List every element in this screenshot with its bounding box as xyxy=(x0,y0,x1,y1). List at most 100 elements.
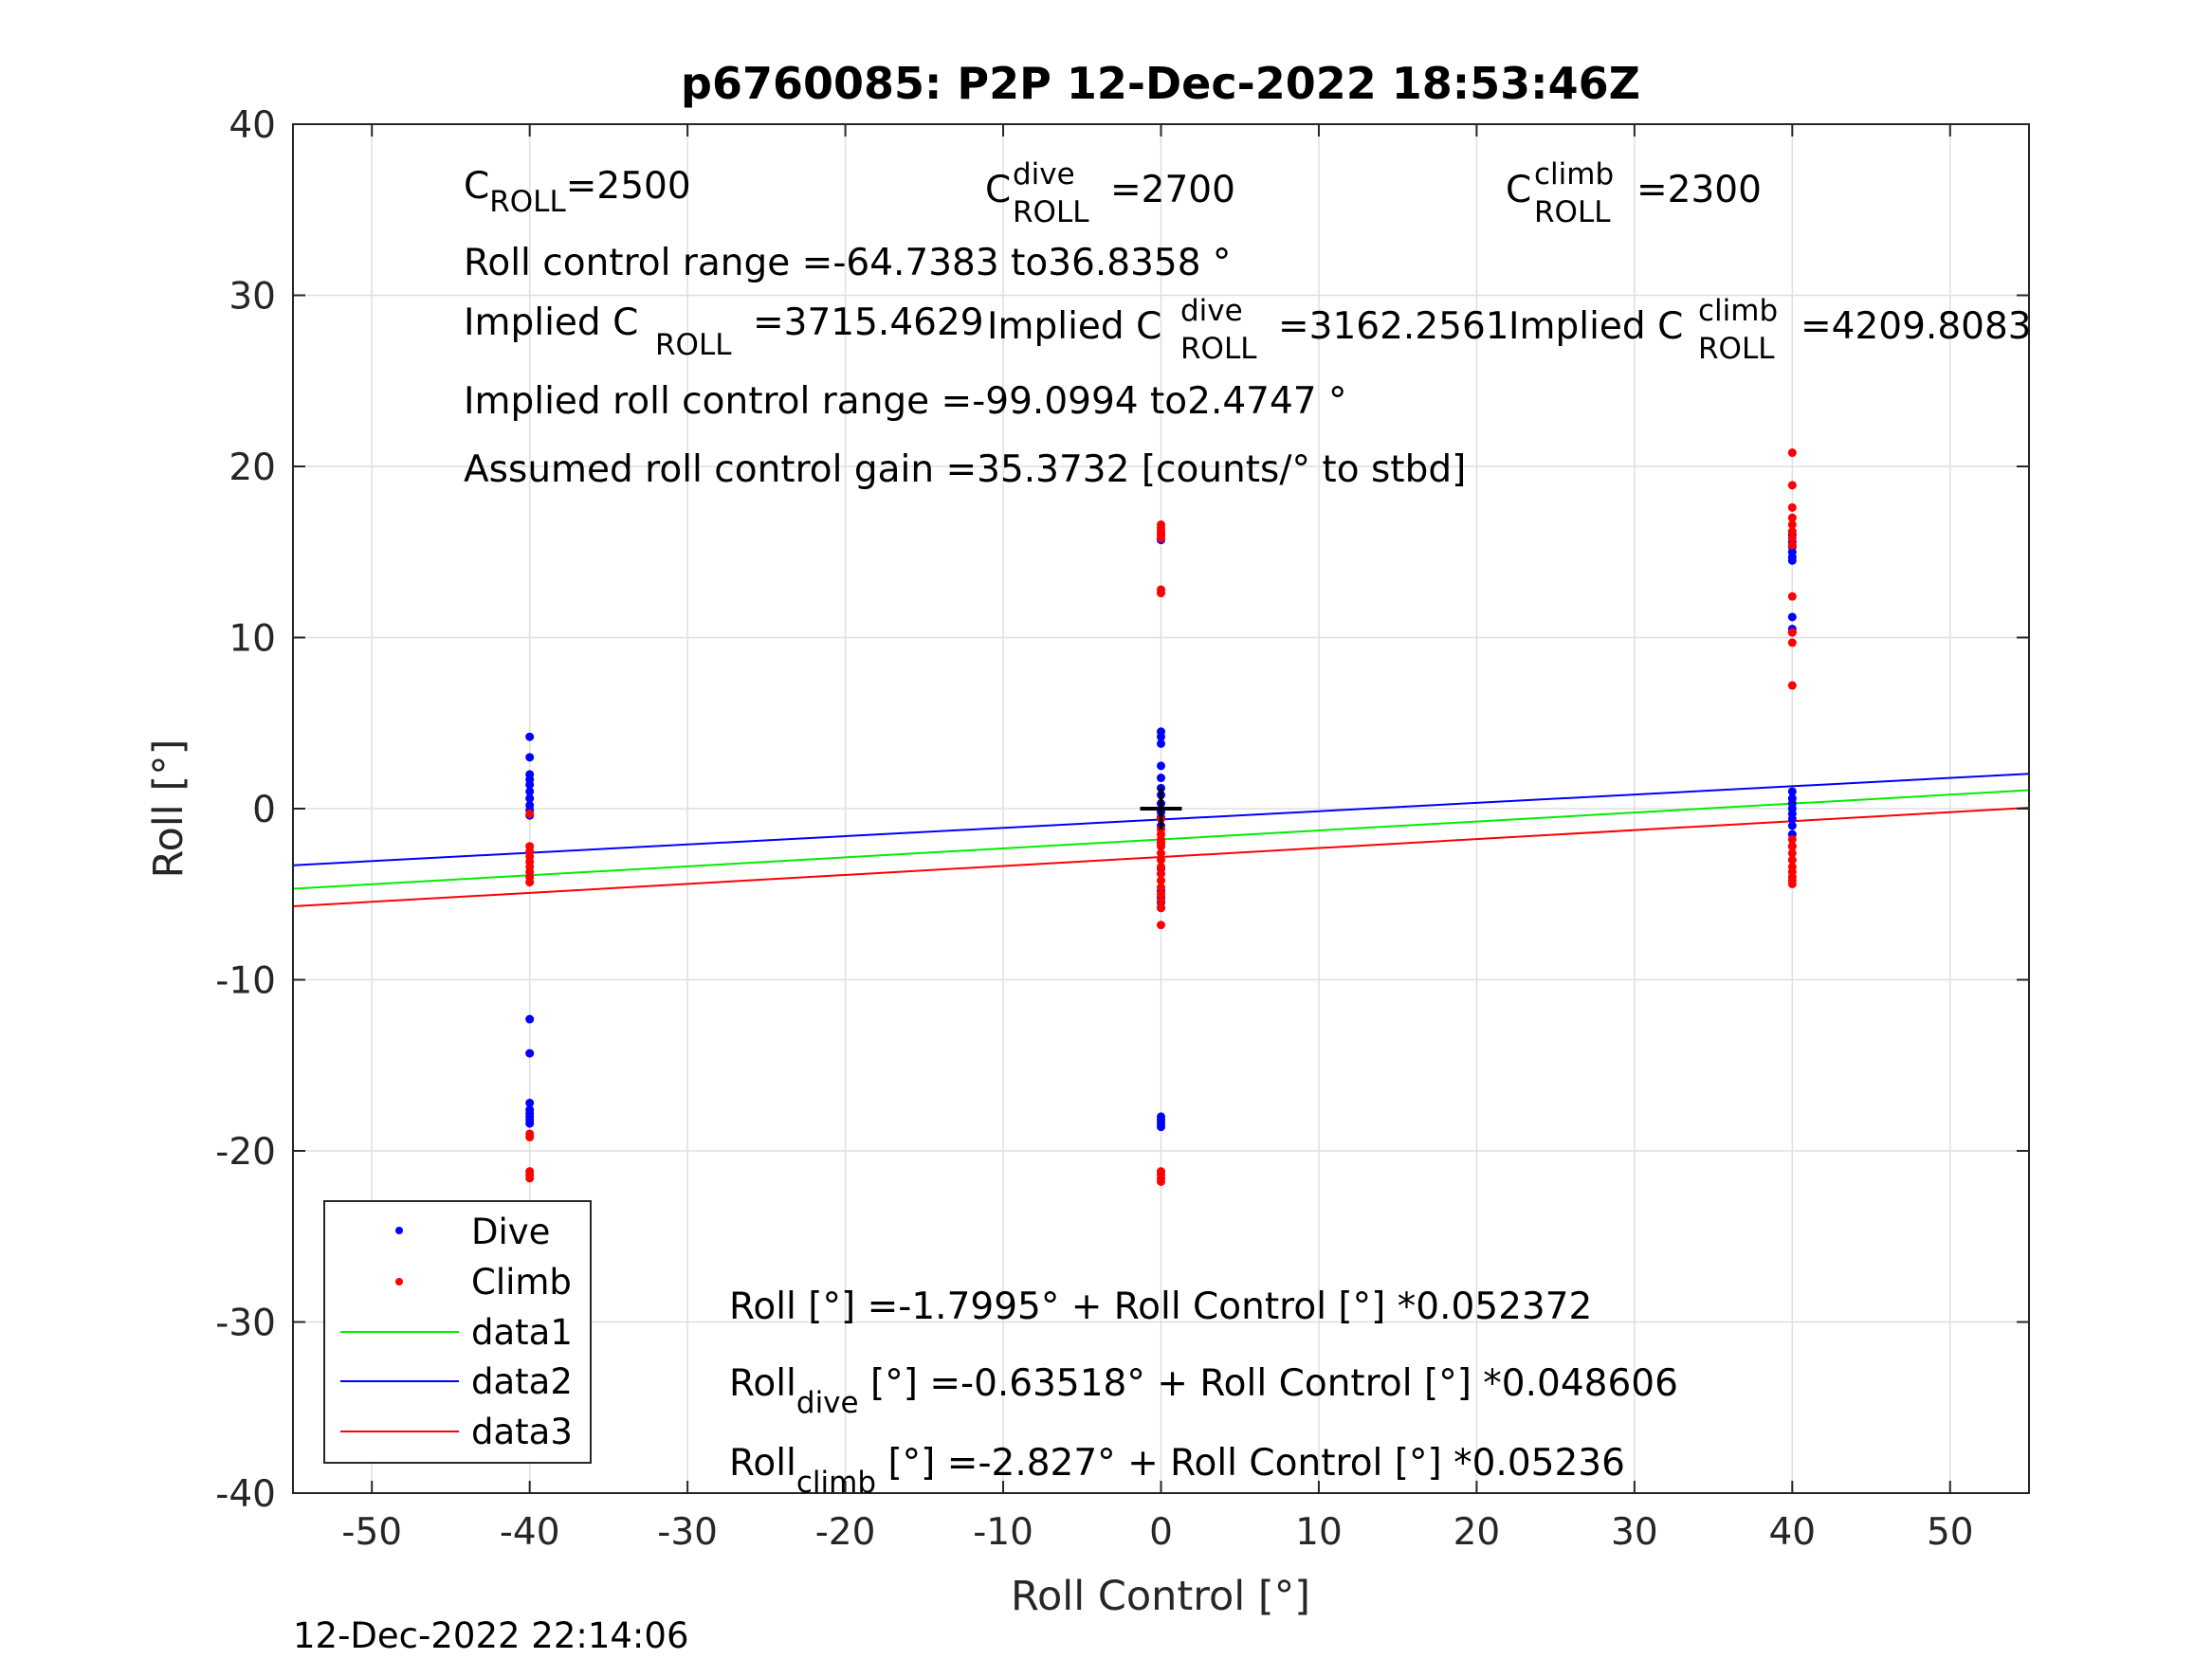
point-climb xyxy=(1787,638,1797,647)
y-tick-label: 20 xyxy=(229,447,276,489)
legend-label-dive: Dive xyxy=(471,1212,550,1252)
point-climb xyxy=(1157,848,1165,858)
annotation-implied-c-roll-climb-sub: ROLL xyxy=(1698,332,1775,366)
axis-ticks: -50 -40 -30 -20 -10 0 10 20 30 40 50 -40 -30 -20 -10 0 1… xyxy=(215,104,2029,1554)
point-climb xyxy=(1787,592,1797,601)
annotation-c-roll-climb: C xyxy=(1506,169,1531,211)
point-dive xyxy=(1157,774,1165,783)
annotation-implied-c-roll-dive: Implied C xyxy=(987,305,1161,348)
point-climb xyxy=(525,1174,535,1183)
annotation-implied-c-roll-climb-value: =4209.8083 xyxy=(1801,305,2032,348)
x-tick-label: 20 xyxy=(1453,1511,1501,1554)
x-tick-label: 30 xyxy=(1611,1511,1658,1554)
point-dive xyxy=(525,1119,535,1128)
point-climb xyxy=(1787,534,1797,543)
point-climb xyxy=(1787,834,1797,844)
y-axis-label: Roll [°] xyxy=(145,739,192,879)
x-tick-label: 0 xyxy=(1149,1511,1173,1554)
legend: Dive Climb data1 data2 data3 xyxy=(323,1200,592,1464)
y-tick-label: -40 xyxy=(215,1473,276,1516)
y-tick-label: 10 xyxy=(229,618,276,661)
point-climb xyxy=(1787,513,1797,522)
point-climb xyxy=(1157,876,1165,885)
y-tick-label: -20 xyxy=(215,1131,276,1174)
legend-label-data2: data2 xyxy=(471,1361,573,1402)
x-axis-label: Roll Control [°] xyxy=(1011,1573,1310,1620)
point-climb xyxy=(1787,842,1797,851)
annotation-c-roll-dive-sup: dive xyxy=(1013,157,1075,191)
point-climb xyxy=(1157,830,1165,839)
legend-label-data3: data3 xyxy=(471,1412,573,1452)
annotation-c-roll-climb-sup: climb xyxy=(1534,157,1614,191)
point-climb xyxy=(1787,527,1797,537)
point-dive xyxy=(525,793,535,803)
chart-title: p6760085: P2P 12-Dec-2022 18:53:46Z xyxy=(681,58,1640,109)
y-tick-label: -30 xyxy=(215,1303,276,1345)
y-tick-label: 0 xyxy=(252,789,276,831)
annotation-c-roll-climb-sub: ROLL xyxy=(1534,195,1611,229)
point-climb xyxy=(1157,896,1165,905)
legend-label-climb: Climb xyxy=(471,1262,572,1303)
annotation-c-roll-dive-value: =2700 xyxy=(1110,169,1235,211)
annotation-c-roll: CROLL=2500 xyxy=(464,165,691,219)
point-dive xyxy=(1157,732,1165,741)
annotation-c-roll-dive: C xyxy=(985,169,1011,211)
point-dive xyxy=(1157,1122,1165,1132)
annotation-implied-c-roll: Implied C xyxy=(464,301,638,344)
point-climb xyxy=(1787,540,1797,550)
point-dive xyxy=(1157,738,1165,748)
point-climb xyxy=(1787,502,1797,512)
point-climb xyxy=(1157,869,1165,879)
annotation-c-roll-dive-sub: ROLL xyxy=(1013,195,1089,229)
point-climb xyxy=(1157,855,1165,865)
point-climb xyxy=(1157,889,1165,899)
annotation-fit-climb: Rollclimb [°] =-2.827° + Roll Control [°… xyxy=(729,1442,1625,1500)
point-dive xyxy=(525,1014,535,1024)
point-dive xyxy=(1787,787,1797,796)
point-climb xyxy=(1157,1176,1165,1186)
point-climb xyxy=(1157,589,1165,598)
point-climb xyxy=(1787,848,1797,858)
annotation-implied-c-roll-sub: ROLL xyxy=(655,328,732,362)
point-dive xyxy=(525,787,535,796)
point-dive xyxy=(1787,821,1797,830)
point-dive xyxy=(525,1048,535,1058)
center-marker xyxy=(1140,788,1182,830)
annotation-implied-c-roll-dive-value: =3162.2561 xyxy=(1278,305,1509,348)
point-climb xyxy=(1787,855,1797,865)
annotation-implied-c-roll-climb-sup: climb xyxy=(1698,294,1778,328)
point-climb xyxy=(1787,520,1797,529)
x-tick-label: -40 xyxy=(500,1511,560,1554)
annotation-implied-c-roll-value: =3715.4629 xyxy=(753,301,984,344)
point-dive xyxy=(525,753,535,762)
x-tick-label: -30 xyxy=(657,1511,718,1554)
y-tick-label: -10 xyxy=(215,960,276,1003)
point-climb xyxy=(1157,838,1165,848)
point-climb xyxy=(1157,883,1165,892)
point-climb xyxy=(1787,628,1797,637)
legend-marker-climb xyxy=(395,1278,403,1285)
point-climb xyxy=(1787,879,1797,888)
annotation-fit-all: Roll [°] =-1.7995° + Roll Control [°] *0… xyxy=(729,1285,1592,1328)
annotation-assumed-gain: Assumed roll control gain =35.3732 [coun… xyxy=(464,448,1466,491)
point-climb xyxy=(1157,903,1165,913)
point-climb xyxy=(525,1133,535,1142)
annotation-implied-c-roll-dive-sub: ROLL xyxy=(1180,332,1257,366)
x-tick-label: -50 xyxy=(341,1511,402,1554)
point-dive xyxy=(525,1098,535,1107)
point-climb xyxy=(1787,481,1797,490)
point-climb xyxy=(525,878,535,887)
point-climb xyxy=(1787,448,1797,458)
legend-label-data1: data1 xyxy=(471,1312,573,1353)
data-points xyxy=(525,448,1797,1186)
point-dive xyxy=(1787,814,1797,824)
print-timestamp: 12-Dec-2022 22:14:06 xyxy=(293,1615,688,1656)
x-tick-label: 50 xyxy=(1927,1511,1974,1554)
point-dive xyxy=(525,780,535,790)
point-dive xyxy=(525,732,535,741)
point-dive xyxy=(1787,556,1797,565)
legend-marker-dive xyxy=(395,1227,403,1234)
x-tick-label: -20 xyxy=(815,1511,876,1554)
point-dive xyxy=(1157,761,1165,771)
